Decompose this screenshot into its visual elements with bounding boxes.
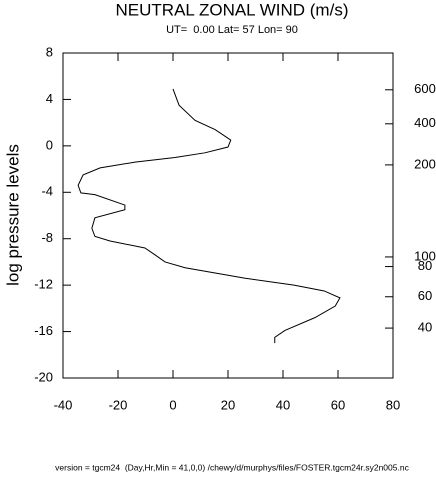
- chart-subtitle: UT= 0.00 Lat= 57 Lon= 90: [166, 24, 298, 36]
- y2-tick-label: 200: [414, 156, 436, 171]
- x-tick-label: 80: [386, 397, 400, 412]
- y2-tick-label: 80: [418, 258, 432, 273]
- y-tick-label: 8: [46, 44, 53, 59]
- y-tick-label: -12: [34, 277, 53, 292]
- y-tick-label: -20: [34, 369, 53, 384]
- y2-tick-label: 400: [414, 115, 436, 130]
- y-tick-label: 0: [46, 137, 53, 152]
- y-axis-label: log pressure levels: [3, 144, 22, 286]
- chart-title: NEUTRAL ZONAL WIND (m/s): [116, 0, 349, 19]
- x-tick-label: 40: [276, 397, 290, 412]
- y-tick-label: -4: [41, 184, 53, 199]
- y2-tick-label: 100: [414, 248, 436, 263]
- y2-tick-label: 60: [418, 288, 432, 303]
- x-tick-label: 60: [331, 397, 345, 412]
- wind-profile: [77, 88, 341, 344]
- y2-tick-label: 600: [414, 81, 436, 96]
- x-tick-label: -20: [109, 397, 128, 412]
- y-tick-label: -8: [41, 230, 53, 245]
- y-tick-label: 4: [46, 91, 53, 106]
- y-tick-label: -16: [34, 323, 53, 338]
- footer: version = tgcm24 (Day,Hr,Min = 41,0,0) /…: [55, 462, 409, 472]
- x-tick-label: 20: [221, 397, 235, 412]
- x-tick-label: 0: [169, 397, 176, 412]
- y2-tick-label: 40: [418, 320, 432, 335]
- x-tick-label: -40: [54, 397, 73, 412]
- plot-frame: [62, 52, 394, 379]
